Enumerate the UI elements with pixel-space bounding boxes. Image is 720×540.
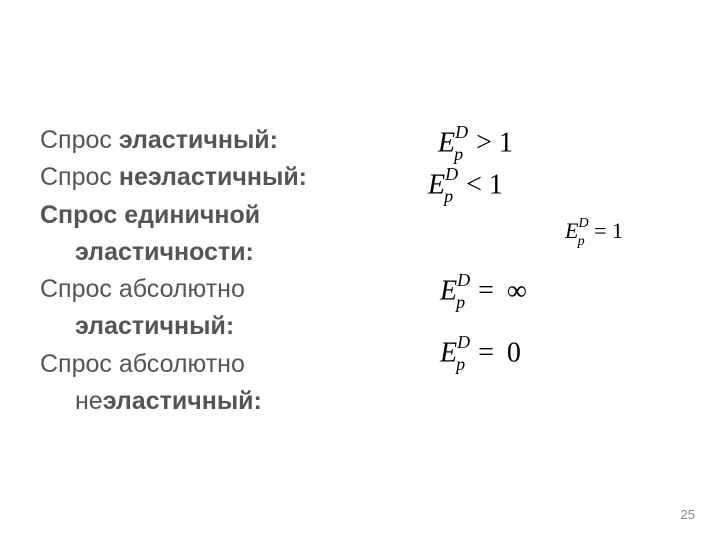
- line-perfectly-elastic-cont: эластичный:: [40, 311, 370, 342]
- text-unit-cont: эластичности:: [75, 238, 254, 266]
- op-gt: >: [470, 127, 492, 158]
- text-demand: Спрос: [40, 163, 119, 191]
- line-perfectly-inelastic: Спрос абсолютно: [40, 349, 370, 380]
- op-eq: =: [472, 337, 500, 368]
- line-perfectly-inelastic-cont: неэластичный:: [40, 386, 370, 417]
- text-ne: не: [75, 387, 103, 415]
- text-elastic: эластичный:: [103, 387, 262, 415]
- var-E: E: [440, 337, 457, 368]
- sup-D: D: [445, 164, 458, 184]
- sup-D: D: [578, 216, 588, 231]
- text-demand: Спрос: [40, 126, 119, 154]
- text-perfectly: Спрос абсолютно: [40, 350, 245, 378]
- rhs-0: 0: [507, 337, 521, 368]
- sup-D: D: [455, 122, 468, 142]
- line-perfectly-elastic: Спрос абсолютно: [40, 274, 370, 305]
- var-E: E: [438, 127, 455, 158]
- formula-elastic: EDp > 1: [438, 125, 513, 163]
- op-lt: <: [460, 169, 482, 200]
- line-inelastic: Спрос неэластичный:: [40, 162, 370, 193]
- sup-D: D: [457, 332, 470, 352]
- sub-p: p: [456, 292, 465, 312]
- text-elastic: эластичный:: [75, 312, 234, 340]
- op-eq: =: [590, 218, 606, 243]
- line-unit-elastic: Спрос единичной: [40, 200, 370, 231]
- sub-p: p: [456, 354, 465, 374]
- text-perfectly: Спрос абсолютно: [40, 275, 245, 303]
- sub-p: p: [578, 234, 585, 249]
- text-inelastic: неэластичный:: [119, 163, 307, 191]
- sub-p: p: [454, 144, 463, 164]
- rhs-1: 1: [612, 218, 623, 243]
- formula-perfectly-inelastic: EDp = 0: [440, 335, 521, 373]
- slide: Спрос эластичный: Спрос неэластичный: Сп…: [0, 0, 720, 540]
- line-unit-elastic-cont: эластичности:: [40, 237, 370, 268]
- text-column: Спрос эластичный: Спрос неэластичный: Сп…: [40, 125, 370, 423]
- formula-perfectly-elastic: EDp = ∞: [440, 273, 527, 311]
- var-E: E: [428, 169, 445, 200]
- line-elastic: Спрос эластичный:: [40, 125, 370, 156]
- rhs-infinity: ∞: [507, 275, 527, 306]
- op-eq: =: [472, 275, 500, 306]
- page-number: 25: [681, 507, 695, 522]
- var-E: E: [440, 275, 457, 306]
- text-unit: Спрос единичной: [40, 201, 260, 229]
- var-E: E: [565, 218, 578, 243]
- sup-D: D: [457, 270, 470, 290]
- rhs-1: 1: [489, 169, 503, 200]
- formula-inelastic: EDp < 1: [428, 167, 503, 205]
- sub-p: p: [444, 186, 453, 206]
- formula-unit: EDp = 1: [565, 218, 623, 248]
- rhs-1: 1: [499, 127, 513, 158]
- text-elastic: эластичный:: [119, 126, 278, 154]
